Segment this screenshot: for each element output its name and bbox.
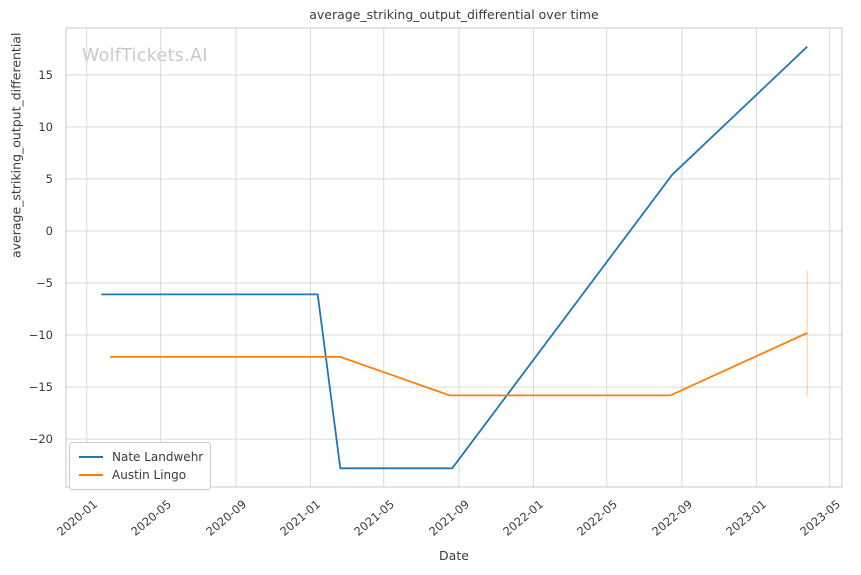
legend-item-austin-lingo: Austin Lingo	[79, 466, 201, 484]
legend-line-swatch	[79, 474, 103, 476]
x-axis-label: Date	[439, 548, 469, 563]
y-tick-label: −10	[28, 328, 53, 343]
legend-label: Nate Landwehr	[112, 450, 204, 464]
y-tick-label: −20	[28, 432, 53, 447]
watermark: WolfTickets.AI	[82, 46, 208, 66]
y-tick-label: 15	[38, 67, 53, 82]
legend: Nate Landwehr Austin Lingo	[69, 442, 211, 490]
y-tick-label: −5	[36, 276, 53, 290]
y-tick-label: 10	[38, 119, 53, 134]
y-tick-label: 5	[45, 171, 53, 186]
y-tick-label: 0	[45, 223, 53, 238]
legend-line-swatch	[79, 456, 103, 458]
legend-item-nate-landwehr: Nate Landwehr	[79, 448, 204, 466]
chart-title: average_striking_output_differential ove…	[309, 7, 599, 22]
legend-label: Austin Lingo	[112, 468, 187, 482]
y-tick-label: −15	[28, 380, 53, 395]
